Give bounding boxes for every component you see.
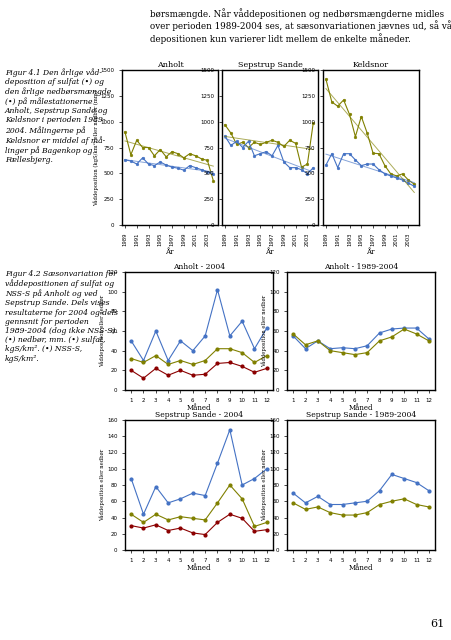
- Y-axis label: Våddeposition eller nedbør: Våddeposition eller nedbør: [100, 449, 105, 521]
- Title: Sepstrup Sande: Sepstrup Sande: [237, 61, 302, 69]
- Title: Sepstrup Sande - 2004: Sepstrup Sande - 2004: [155, 412, 243, 419]
- Text: Figur 4.1 Den årlige våd-
deposition af sulfat (•) og
den årlige nedbørsmængde
(: Figur 4.1 Den årlige våd- deposition af …: [5, 68, 111, 164]
- Title: Keldsnor: Keldsnor: [352, 61, 388, 69]
- X-axis label: År: År: [265, 248, 274, 255]
- Text: Figur 4.2 Sæsonvariation for
våddepositionen af sulfat og
NSS-S på Anholt og ved: Figur 4.2 Sæsonvariation for våddepositi…: [5, 270, 118, 362]
- Y-axis label: Våddeposition eller nedbør: Våddeposition eller nedbør: [261, 449, 267, 521]
- Title: Sepstrup Sande - 1989-2004: Sepstrup Sande - 1989-2004: [305, 412, 415, 419]
- Text: børsmængde. Når våddepositionen og nedbørsmængderne midles
over perioden 1989-20: børsmængde. Når våddepositionen og nedbø…: [150, 8, 451, 44]
- Title: Anholt - 2004: Anholt - 2004: [173, 263, 225, 271]
- X-axis label: År: År: [166, 248, 174, 255]
- X-axis label: Måned: Måned: [348, 564, 373, 572]
- X-axis label: Måned: Måned: [348, 404, 373, 412]
- X-axis label: Måned: Måned: [186, 564, 211, 572]
- Y-axis label: Våddeposition eller nedbør: Våddeposition eller nedbør: [261, 295, 267, 367]
- X-axis label: År: År: [366, 248, 374, 255]
- Y-axis label: Våddeposition (kgS/km²) eller nedbør (mm): Våddeposition (kgS/km²) eller nedbør (mm…: [93, 90, 99, 205]
- Text: 61: 61: [430, 619, 444, 629]
- Title: Anholt - 1989-2004: Anholt - 1989-2004: [323, 263, 397, 271]
- Title: Anholt: Anholt: [156, 61, 183, 69]
- Y-axis label: Våddeposition eller nedbør: Våddeposition eller nedbør: [100, 295, 105, 367]
- X-axis label: Måned: Måned: [186, 404, 211, 412]
